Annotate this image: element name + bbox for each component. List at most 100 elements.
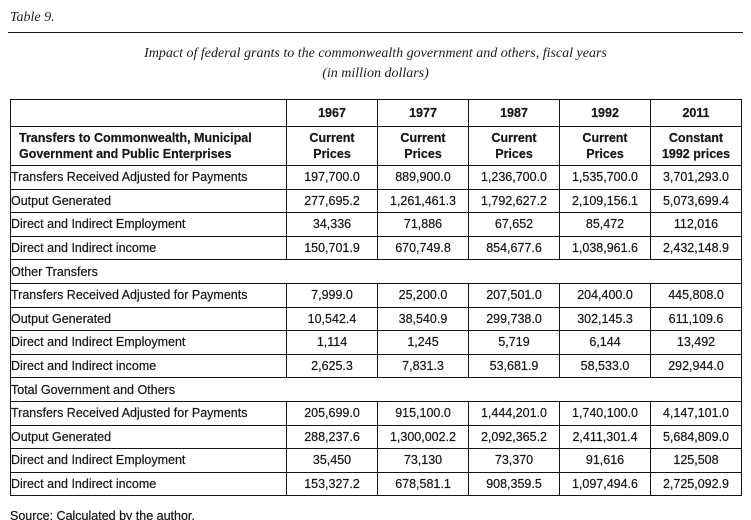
value-1987: 1,792,627.2 xyxy=(468,188,560,214)
column-subheader-row: Transfers to Commonwealth, Municipal Gov… xyxy=(10,126,742,166)
value-1967: 277,695.2 xyxy=(286,188,378,214)
table-number-label: Table 9. xyxy=(10,10,55,25)
value-1967: 34,336 xyxy=(286,212,378,237)
value-1967: 288,237.6 xyxy=(286,424,378,450)
value-1987: 1,236,700.0 xyxy=(468,165,560,190)
value-2011: 5,073,699.4 xyxy=(650,188,742,214)
value-1992: 58,533.0 xyxy=(559,353,651,379)
value-1992: 2,109,156.1 xyxy=(559,188,651,214)
table-row: Output Generated 288,237.6 1,300,002.2 2… xyxy=(10,424,742,450)
row-label: Direct and Indirect Employment xyxy=(10,448,287,473)
table-row: Output Generated 10,542.4 38,540.9 299,7… xyxy=(10,306,742,332)
row-label: Transfers Received Adjusted for Payments xyxy=(10,400,287,426)
year-header: 1967 xyxy=(286,99,378,127)
value-1987: 207,501.0 xyxy=(468,282,560,308)
section-header: Total Government and Others xyxy=(10,377,742,402)
value-1967: 1,114 xyxy=(286,330,378,355)
year-header-row: 1967 1977 1987 1992 2011 xyxy=(10,99,742,127)
price-basis-header: Current Prices xyxy=(286,126,378,166)
value-1987: 2,092,365.2 xyxy=(468,424,560,450)
value-2011: 292,944.0 xyxy=(650,353,742,379)
row-label: Transfers Received Adjusted for Payments xyxy=(10,282,287,308)
row-label: Transfers Received Adjusted for Payments xyxy=(10,165,287,190)
value-1987: 908,359.5 xyxy=(468,471,560,497)
value-1977: 7,831.3 xyxy=(377,353,469,379)
value-1977: 71,886 xyxy=(377,212,469,237)
value-1977: 889,900.0 xyxy=(377,165,469,190)
empty-header-cell xyxy=(10,99,287,127)
row-label: Direct and Indirect income xyxy=(10,353,287,379)
value-1967: 7,999.0 xyxy=(286,282,378,308)
year-header: 1987 xyxy=(468,99,560,127)
table-caption: Impact of federal grants to the commonwe… xyxy=(8,44,743,99)
horizontal-rule xyxy=(8,32,743,33)
row-label: Output Generated xyxy=(10,188,287,214)
row-label: Direct and Indirect income xyxy=(10,235,287,261)
year-header: 1977 xyxy=(377,99,469,127)
value-1992: 204,400.0 xyxy=(559,282,651,308)
value-2011: 611,109.6 xyxy=(650,306,742,332)
row-label: Direct and Indirect income xyxy=(10,471,287,497)
value-2011: 3,701,293.0 xyxy=(650,165,742,190)
value-1977: 25,200.0 xyxy=(377,282,469,308)
value-2011: 125,508 xyxy=(650,448,742,473)
value-2011: 2,432,148.9 xyxy=(650,235,742,261)
value-1987: 73,370 xyxy=(468,448,560,473)
table-row: Direct and Indirect income 150,701.9 670… xyxy=(10,235,742,261)
value-1992: 85,472 xyxy=(559,212,651,237)
value-1967: 197,700.0 xyxy=(286,165,378,190)
value-1967: 153,327.2 xyxy=(286,471,378,497)
row-group-header: Transfers to Commonwealth, Municipal Gov… xyxy=(10,126,287,166)
year-header: 2011 xyxy=(650,99,742,127)
value-1992: 1,038,961.6 xyxy=(559,235,651,261)
value-1977: 1,261,461.3 xyxy=(377,188,469,214)
table-row: Direct and Indirect income 2,625.3 7,831… xyxy=(10,353,742,379)
table-row: Transfers Received Adjusted for Payments… xyxy=(10,400,742,426)
table-row: Direct and Indirect income 153,327.2 678… xyxy=(10,471,742,497)
value-1967: 35,450 xyxy=(286,448,378,473)
value-1987: 299,738.0 xyxy=(468,306,560,332)
table-row: Direct and Indirect Employment 35,450 73… xyxy=(10,448,742,473)
table-row: Output Generated 277,695.2 1,261,461.3 1… xyxy=(10,188,742,214)
value-1987: 1,444,201.0 xyxy=(468,400,560,426)
section-row: Total Government and Others xyxy=(10,377,742,402)
row-label: Direct and Indirect Employment xyxy=(10,330,287,355)
price-basis-header: Current Prices xyxy=(559,126,651,166)
data-table: 1967 1977 1987 1992 2011 Transfers to Co… xyxy=(10,99,742,497)
table-row: Direct and Indirect Employment 1,114 1,2… xyxy=(10,330,742,355)
value-1977: 1,245 xyxy=(377,330,469,355)
value-1992: 1,097,494.6 xyxy=(559,471,651,497)
caption-line-1: Impact of federal grants to the commonwe… xyxy=(144,46,607,61)
value-1977: 1,300,002.2 xyxy=(377,424,469,450)
table-row: Transfers Received Adjusted for Payments… xyxy=(10,282,742,308)
value-1977: 670,749.8 xyxy=(377,235,469,261)
value-1992: 91,616 xyxy=(559,448,651,473)
table-row: Transfers Received Adjusted for Payments… xyxy=(10,165,742,190)
row-label: Output Generated xyxy=(10,306,287,332)
value-1992: 6,144 xyxy=(559,330,651,355)
row-label: Direct and Indirect Employment xyxy=(10,212,287,237)
value-1977: 678,581.1 xyxy=(377,471,469,497)
source-note: Source: Calculated by the author. xyxy=(10,509,195,520)
value-1967: 2,625.3 xyxy=(286,353,378,379)
value-1977: 915,100.0 xyxy=(377,400,469,426)
value-2011: 445,808.0 xyxy=(650,282,742,308)
value-2011: 112,016 xyxy=(650,212,742,237)
section-header: Other Transfers xyxy=(10,259,742,284)
price-basis-header: Current Prices xyxy=(468,126,560,166)
value-1967: 150,701.9 xyxy=(286,235,378,261)
value-2011: 13,492 xyxy=(650,330,742,355)
value-2011: 2,725,092.9 xyxy=(650,471,742,497)
caption-line-2: (in million dollars) xyxy=(322,66,429,81)
section-row: Other Transfers xyxy=(10,259,742,284)
value-2011: 5,684,809.0 xyxy=(650,424,742,450)
value-2011: 4,147,101.0 xyxy=(650,400,742,426)
value-1977: 38,540.9 xyxy=(377,306,469,332)
value-1987: 5,719 xyxy=(468,330,560,355)
value-1977: 73,130 xyxy=(377,448,469,473)
value-1992: 1,740,100.0 xyxy=(559,400,651,426)
value-1987: 67,652 xyxy=(468,212,560,237)
value-1992: 1,535,700.0 xyxy=(559,165,651,190)
price-basis-header: Constant 1992 prices xyxy=(650,126,742,166)
